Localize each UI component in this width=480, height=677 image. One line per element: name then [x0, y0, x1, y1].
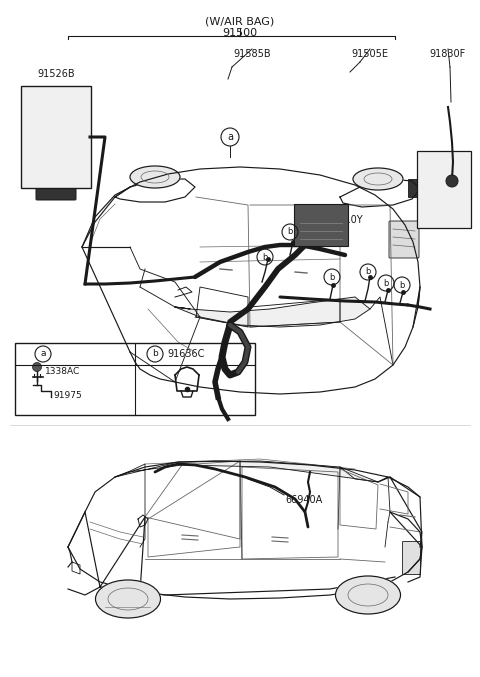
FancyBboxPatch shape	[21, 86, 91, 188]
Text: b: b	[152, 349, 158, 359]
Text: b: b	[384, 278, 389, 288]
Ellipse shape	[353, 168, 403, 190]
Text: b: b	[365, 267, 371, 276]
Polygon shape	[115, 461, 378, 482]
Text: 91505E: 91505E	[351, 49, 388, 59]
Text: 96210Y: 96210Y	[327, 215, 363, 225]
Text: 91500: 91500	[222, 28, 258, 38]
Text: 91526B: 91526B	[37, 69, 75, 79]
FancyBboxPatch shape	[408, 179, 420, 197]
Text: b: b	[262, 253, 268, 261]
Text: 91830F: 91830F	[430, 49, 466, 59]
FancyBboxPatch shape	[417, 151, 471, 228]
Ellipse shape	[96, 580, 160, 618]
FancyBboxPatch shape	[294, 204, 348, 246]
Text: b: b	[329, 273, 335, 282]
Text: 66940A: 66940A	[285, 495, 322, 505]
Text: 91585B: 91585B	[233, 49, 271, 59]
Text: a: a	[227, 132, 233, 142]
Text: b: b	[288, 227, 293, 236]
FancyBboxPatch shape	[403, 542, 420, 575]
FancyBboxPatch shape	[36, 184, 76, 200]
Text: 91636C: 91636C	[167, 349, 204, 359]
Text: b: b	[399, 280, 405, 290]
Circle shape	[446, 175, 458, 187]
Text: 91975: 91975	[53, 391, 82, 399]
Ellipse shape	[130, 166, 180, 188]
Circle shape	[33, 362, 41, 372]
Text: (W/AIR BAG): (W/AIR BAG)	[205, 17, 275, 27]
Text: a: a	[40, 349, 46, 359]
FancyBboxPatch shape	[389, 221, 419, 258]
Text: 1338AC: 1338AC	[45, 366, 80, 376]
Ellipse shape	[336, 576, 400, 614]
Polygon shape	[175, 297, 370, 327]
